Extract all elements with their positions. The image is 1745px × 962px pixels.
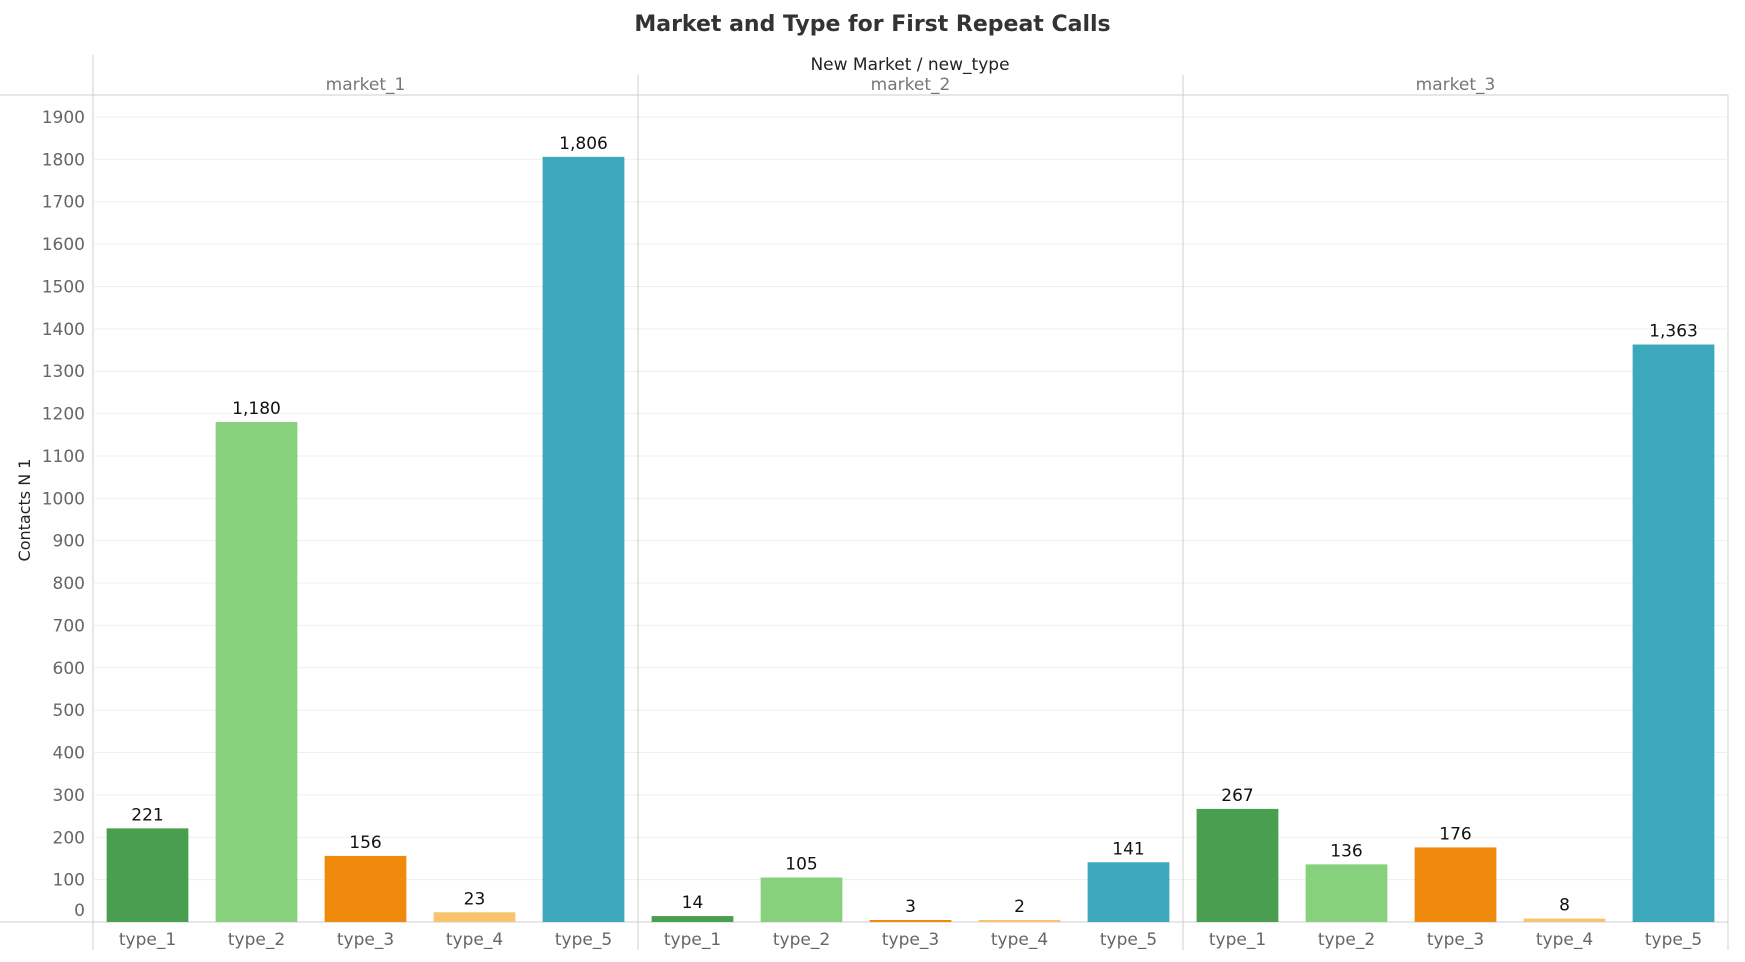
y-tick-label: 1600 [42, 235, 85, 255]
x-tick-label: type_2 [1318, 930, 1375, 950]
y-tick-label: 500 [53, 701, 85, 721]
bar-market_2-type_1[interactable] [651, 916, 734, 922]
y-tick-label: 1900 [42, 108, 85, 128]
x-tick-label: type_3 [337, 930, 394, 950]
data-label: 1,363 [1649, 322, 1698, 342]
y-tick-label: 600 [53, 659, 85, 679]
y-tick-label: 0 [74, 901, 85, 921]
data-label: 8 [1559, 896, 1570, 916]
y-axis-label: Contacts N 1 [15, 459, 34, 562]
x-tick-label: type_4 [1536, 930, 1593, 950]
column-header: New Market / new_type [810, 55, 1009, 75]
chart-title: Market and Type for First Repeat Calls [634, 12, 1111, 37]
y-tick-label: 100 [53, 871, 85, 891]
bar-market_2-type_2[interactable] [760, 877, 843, 922]
y-tick-label: 1200 [42, 405, 85, 425]
bar-market_3-type_4[interactable] [1523, 918, 1606, 922]
x-tick-label: type_5 [1100, 930, 1157, 950]
x-tick-label: type_2 [228, 930, 285, 950]
data-label: 221 [131, 805, 163, 825]
y-tick-label: 1300 [42, 362, 85, 382]
data-label: 1,180 [232, 399, 281, 419]
bar-market_1-type_3[interactable] [324, 855, 407, 922]
y-tick-label: 700 [53, 616, 85, 636]
x-tick-label: type_1 [119, 930, 176, 950]
x-tick-label: type_5 [555, 930, 612, 950]
panel-label: market_2 [871, 75, 951, 95]
panel-label: market_1 [326, 75, 406, 95]
x-tick-label: type_1 [664, 930, 721, 950]
bar-market_2-type_5[interactable] [1087, 862, 1170, 922]
data-label: 176 [1439, 824, 1471, 844]
bar-market_3-type_5[interactable] [1632, 344, 1715, 922]
y-tick-label: 400 [53, 744, 85, 764]
x-tick-label: type_4 [991, 930, 1048, 950]
y-tick-label: 900 [53, 532, 85, 552]
data-label: 156 [349, 833, 381, 853]
y-tick-label: 1100 [42, 447, 85, 467]
data-label: 105 [785, 855, 817, 875]
data-label: 14 [682, 893, 704, 913]
bar-market_1-type_4[interactable] [433, 912, 516, 922]
data-label: 141 [1112, 839, 1144, 859]
data-label: 1,806 [559, 134, 608, 154]
x-tick-label: type_2 [773, 930, 830, 950]
bar-market_2-type_4[interactable] [978, 920, 1061, 922]
x-tick-label: type_1 [1209, 930, 1266, 950]
bar-market_1-type_2[interactable] [215, 422, 298, 922]
x-tick-label: type_5 [1645, 930, 1702, 950]
data-label: 136 [1330, 841, 1362, 861]
data-label: 267 [1221, 786, 1253, 806]
y-tick-label: 1800 [42, 150, 85, 170]
panel-label: market_3 [1416, 75, 1496, 95]
x-tick-label: type_3 [882, 930, 939, 950]
y-tick-label: 1700 [42, 193, 85, 213]
y-tick-label: 1500 [42, 277, 85, 297]
y-tick-label: 1400 [42, 320, 85, 340]
bar-market_3-type_3[interactable] [1414, 847, 1497, 922]
data-label: 2 [1014, 897, 1025, 917]
bar-market_1-type_5[interactable] [542, 156, 625, 923]
bar-market_3-type_2[interactable] [1305, 864, 1388, 922]
data-label: 3 [905, 897, 916, 917]
data-label: 23 [464, 889, 486, 909]
y-tick-label: 300 [53, 786, 85, 806]
y-tick-label: 1000 [42, 489, 85, 509]
bar-market_3-type_1[interactable] [1196, 808, 1279, 922]
bar-market_1-type_1[interactable] [106, 828, 189, 922]
x-tick-label: type_4 [446, 930, 503, 950]
y-tick-label: 200 [53, 828, 85, 848]
x-tick-label: type_3 [1427, 930, 1484, 950]
y-tick-label: 800 [53, 574, 85, 594]
bar-market_2-type_3[interactable] [869, 920, 952, 922]
